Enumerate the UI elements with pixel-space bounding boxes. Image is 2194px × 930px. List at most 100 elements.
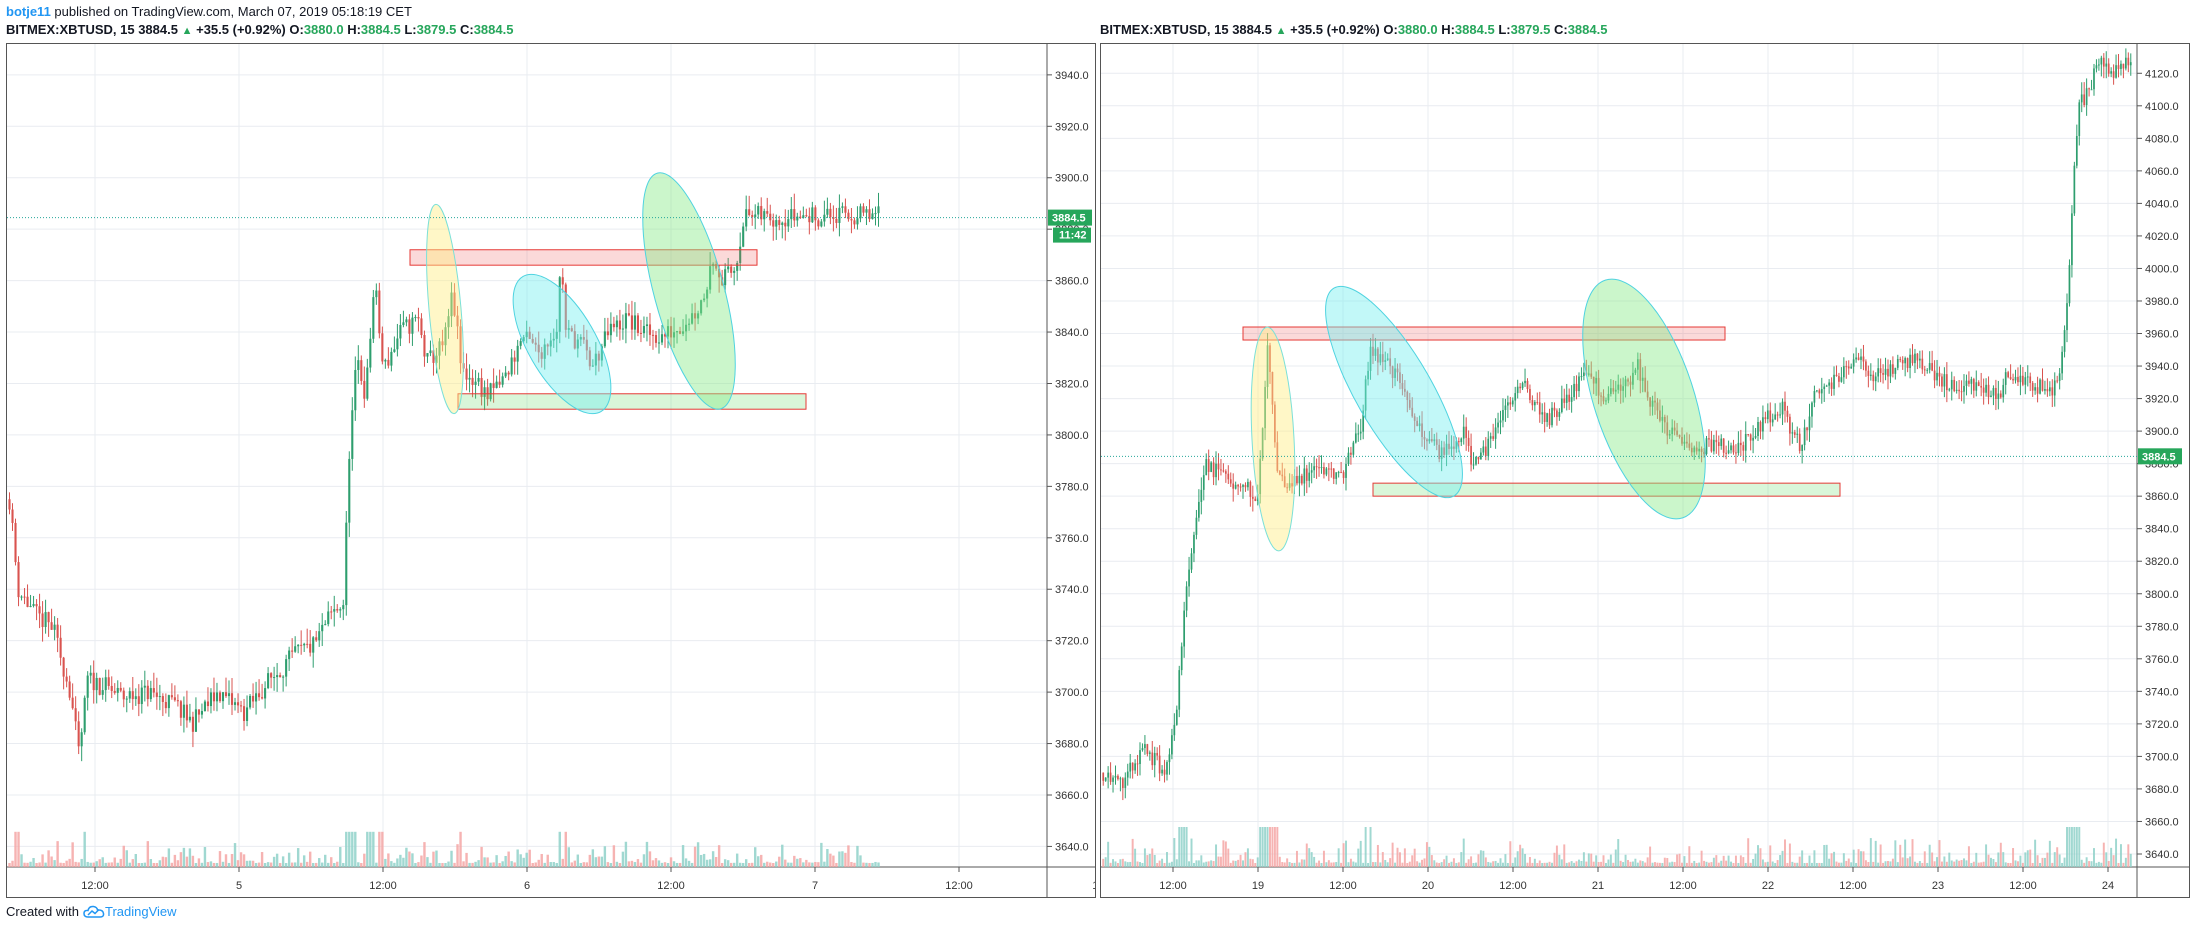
tradingview-link[interactable]: TradingView [83, 904, 177, 919]
volume-bar [1166, 852, 1168, 867]
candle-body [1190, 553, 1193, 570]
candle-body [675, 331, 679, 333]
volume-bar [1604, 862, 1607, 867]
volume-bar [53, 860, 56, 867]
candle-body [492, 383, 495, 388]
volume-bar [305, 861, 309, 867]
volume-bar [83, 831, 86, 867]
candle-body [191, 716, 194, 732]
candle-body [345, 522, 348, 606]
candle-body [1421, 423, 1423, 437]
candle-body [41, 613, 44, 627]
volume-bar [1249, 858, 1252, 867]
candle-body [1521, 383, 1524, 389]
volume-bar [2043, 857, 2046, 867]
candle-body [1801, 445, 1804, 451]
candle-body [119, 687, 122, 691]
volume-bar [1742, 857, 1745, 867]
volume-bar [2063, 857, 2066, 867]
volume-bar [62, 862, 65, 867]
candle-body [242, 706, 246, 721]
candle-body [567, 328, 570, 330]
author-name[interactable]: botje11 [6, 4, 51, 19]
volume-bar [645, 841, 649, 867]
volume-bar [1151, 848, 1154, 867]
volume-bar [170, 862, 174, 867]
candle-body [1972, 379, 1975, 391]
volume-bar [2075, 827, 2078, 867]
candle-body [1798, 433, 1801, 451]
chart-canvas-right[interactable]: 4120.04100.04080.04060.04040.04020.04000… [1101, 44, 2189, 897]
publish-header: botje11 published on TradingView.com, Ma… [6, 4, 412, 19]
volume-bar [856, 845, 859, 867]
chart-panel-left[interactable]: 3940.03920.03900.03880.03860.03840.03820… [6, 43, 1096, 898]
candle-body [1879, 368, 1882, 374]
candle-body [104, 677, 107, 691]
candle-body [1666, 422, 1669, 436]
candle-body [1443, 447, 1445, 455]
volume-bar [2016, 861, 2019, 867]
candle-body [276, 675, 279, 678]
volume-bar [1143, 848, 1146, 867]
candle-body [1323, 467, 1325, 475]
volume-bar [561, 858, 564, 867]
volume-bar [1739, 855, 1742, 867]
candle-body [772, 220, 775, 227]
last-price-badge [1048, 209, 1092, 226]
candle-body [1715, 439, 1718, 443]
volume-bar [1582, 852, 1585, 867]
candle-body [453, 292, 456, 316]
volume-bar [576, 854, 580, 867]
candle-body [1538, 402, 1541, 415]
candle-body [1948, 389, 1951, 391]
candle-body [706, 289, 709, 299]
volume-bar [1685, 862, 1688, 867]
candle-body [754, 214, 757, 217]
candle-body [131, 691, 134, 700]
volume-bar [384, 858, 387, 867]
candle-body [1514, 393, 1517, 401]
candle-body [1928, 363, 1931, 370]
candle-body [2080, 94, 2083, 103]
volume-bar [790, 862, 793, 867]
volume-bar [149, 859, 153, 867]
candle-body [1784, 401, 1786, 411]
volume-bar [555, 862, 558, 867]
candle-body [603, 331, 606, 347]
volume-bar [1676, 854, 1679, 867]
candle-body [441, 341, 444, 346]
volume-bar [1305, 843, 1308, 867]
volume-bar [2095, 862, 2098, 867]
volume-bar [594, 857, 598, 867]
candle-body [1401, 382, 1404, 389]
candle-body [224, 692, 228, 697]
volume-bar [823, 861, 826, 867]
volume-bar [1867, 862, 1870, 867]
candle-body [1659, 410, 1661, 421]
candle-body [474, 381, 477, 385]
chart-canvas-left[interactable]: 3940.03920.03900.03880.03860.03840.03820… [7, 44, 1095, 897]
candle-body [724, 269, 727, 286]
volume-bar [1551, 862, 1553, 867]
volume-bar [1332, 862, 1335, 867]
volume-bar [1421, 859, 1424, 867]
candle-body [227, 693, 231, 697]
candle-body [1526, 380, 1529, 389]
volume-bar [772, 863, 775, 867]
volume-bar [1602, 855, 1605, 867]
candle-body [510, 357, 513, 375]
candle-body [2007, 372, 2010, 378]
volume-bar [1774, 862, 1777, 867]
volume-bar [375, 862, 378, 867]
candle-body [2095, 65, 2098, 69]
chart-panel-right[interactable]: 4120.0 4100.0 4080.0 4060.0 4040.0 4020.0 4000… [1100, 43, 2190, 898]
candle-body [2073, 165, 2076, 214]
candle-body [372, 297, 375, 339]
volume-bar [299, 862, 303, 867]
candle-body [1835, 374, 1838, 377]
candle-body [1212, 462, 1215, 478]
volume-bar [1470, 856, 1473, 867]
volume-bar [1715, 855, 1718, 867]
volume-bar [209, 861, 213, 867]
volume-bar [2056, 847, 2059, 867]
